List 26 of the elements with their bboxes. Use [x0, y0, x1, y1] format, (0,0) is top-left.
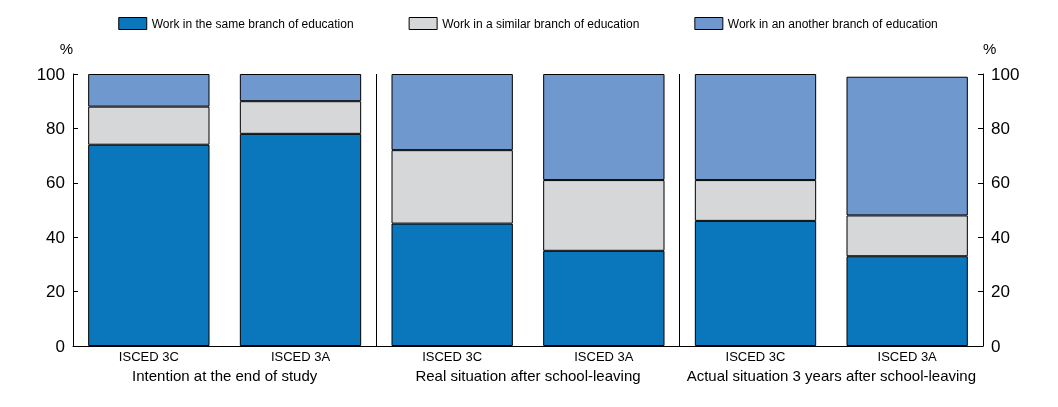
y-tick-label: 40	[46, 227, 65, 247]
y2-tick-label: 100	[991, 64, 1020, 84]
y-axis-title: %	[59, 40, 73, 57]
text: Real situation after school-leaving	[415, 367, 641, 384]
x-tick-label: ISCED 3C	[725, 349, 786, 364]
x-tick-label: ISCED 3A	[574, 349, 634, 364]
legend-label: Work in the same branch of education	[151, 16, 354, 31]
x-tick-label: ISCED 3A	[877, 349, 938, 364]
y2-tick-label: 40	[991, 227, 1010, 247]
legend-label: Work in a similar branch of education	[442, 16, 640, 31]
y-tick-label: 60	[46, 173, 65, 193]
legend-label: Work in an another branch of education	[727, 16, 938, 31]
y2-axis-title: %	[983, 40, 997, 57]
y2-tick-label: 0	[991, 336, 1001, 356]
text: Intention at the end of study	[132, 367, 318, 384]
y-tick-label: 100	[36, 64, 65, 84]
text: Actual situation 3 years after school-leaving	[686, 367, 976, 384]
y-tick-label: 80	[46, 118, 65, 138]
y-tick-label: 0	[55, 336, 65, 356]
x-tick-label: ISCED 3C	[118, 349, 179, 364]
y2-tick-label: 80	[991, 118, 1010, 138]
x-tick-label: ISCED 3A	[270, 349, 331, 364]
x-tick-label: ISCED 3C	[422, 349, 483, 364]
y2-tick-label: 60	[991, 173, 1010, 193]
y2-tick-label: 20	[991, 282, 1010, 302]
y-tick-label: 20	[46, 282, 65, 302]
